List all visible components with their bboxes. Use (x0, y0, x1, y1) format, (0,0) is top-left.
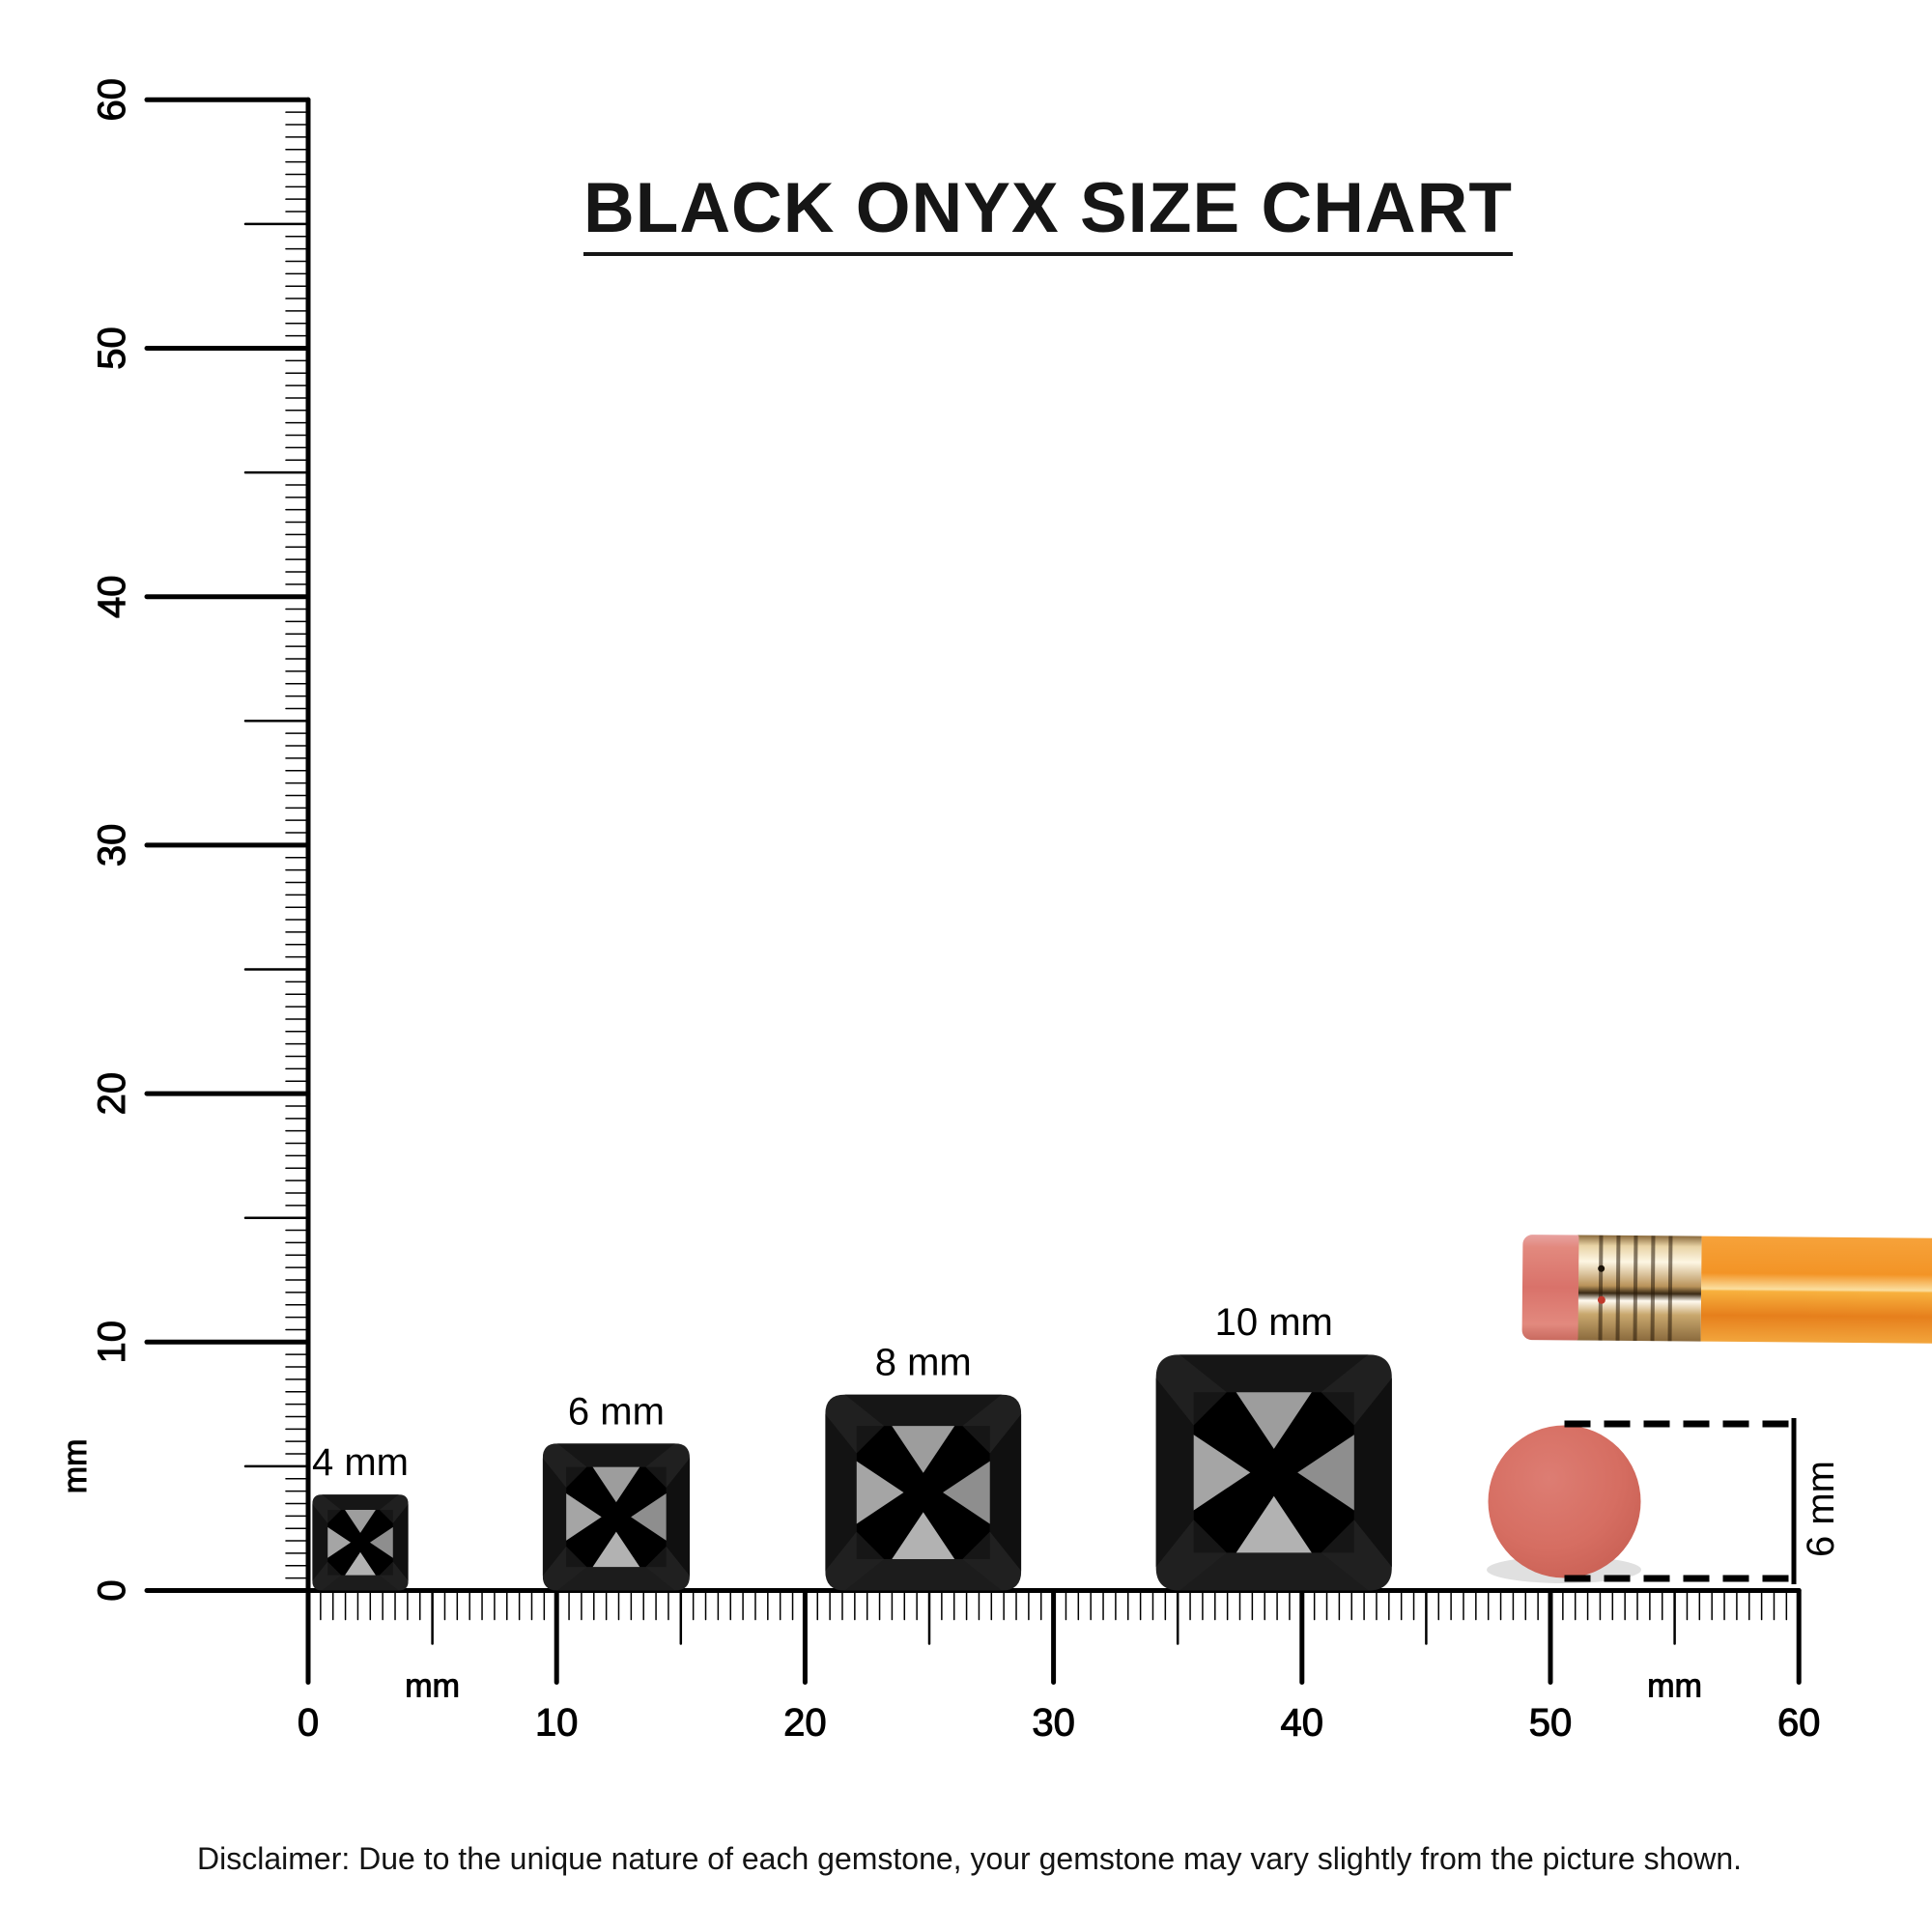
svg-text:6 mm: 6 mm (1800, 1461, 1842, 1557)
